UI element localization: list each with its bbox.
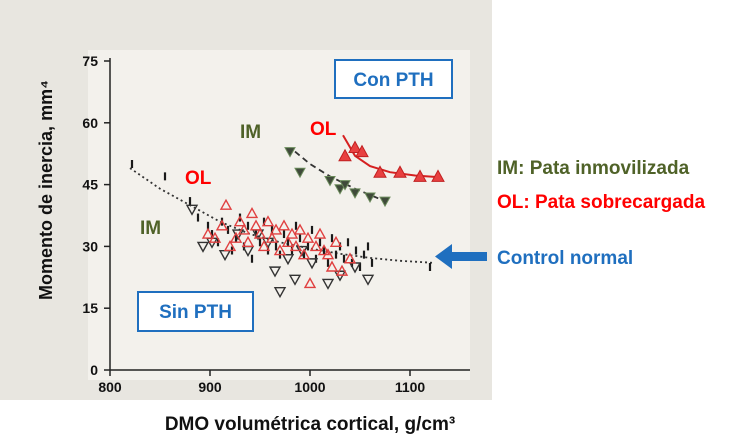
y-tick-label: 75 bbox=[82, 53, 98, 69]
point-im-con-pth bbox=[294, 167, 306, 179]
point-im-sin-pth bbox=[268, 266, 282, 278]
legend-im-text: IM: Pata inmovilizada bbox=[497, 158, 690, 179]
ol-lower-label: OL bbox=[185, 168, 212, 189]
point-ol-sin-pth bbox=[237, 223, 251, 235]
point-ol-sin-pth bbox=[257, 239, 271, 252]
point-ol-sin-pth bbox=[335, 264, 349, 276]
point-ol-con-pth bbox=[373, 165, 387, 178]
point-im-con-pth bbox=[349, 188, 361, 199]
point-ol-con-pth bbox=[413, 169, 427, 182]
point-ol-sin-pth bbox=[293, 223, 307, 235]
point-ol-sin-pth bbox=[297, 248, 311, 260]
point-ol-sin-pth bbox=[281, 235, 295, 247]
point-im-sin-pth bbox=[288, 274, 302, 286]
point-ol-sin-pth bbox=[215, 219, 229, 231]
point-im-con-pth bbox=[334, 184, 346, 195]
x-tick-label: 800 bbox=[98, 379, 122, 395]
point-im-sin-pth bbox=[281, 254, 295, 266]
point-ol-sin-pth bbox=[313, 227, 327, 239]
con-pth-label: Con PTH bbox=[353, 70, 433, 91]
point-ol-sin-pth bbox=[325, 260, 339, 272]
point-im-con-pth bbox=[324, 175, 336, 187]
control-normal-label: Control normal bbox=[497, 248, 633, 269]
point-ol-sin-pth bbox=[253, 227, 267, 239]
point-ol-sin-pth bbox=[208, 231, 222, 243]
point-im-con-pth bbox=[339, 180, 351, 191]
point-ol-sin-pth bbox=[265, 231, 279, 243]
x-axis-label: DMO volumétrica cortical, g/cm³ bbox=[165, 414, 455, 435]
point-ol-sin-pth bbox=[277, 219, 291, 231]
y-tick-label: 0 bbox=[90, 362, 98, 378]
point-ol-sin-pth bbox=[223, 239, 237, 252]
point-im-sin-pth bbox=[196, 241, 210, 253]
point-ol-con-pth bbox=[393, 165, 407, 178]
point-ol-sin-pth bbox=[329, 235, 343, 247]
point-ol-sin-pth bbox=[301, 231, 315, 243]
point-im-sin-pth bbox=[361, 274, 375, 286]
point-ol-sin-pth bbox=[249, 219, 263, 231]
point-ol-sin-pth bbox=[241, 235, 255, 247]
point-im-con-pth bbox=[284, 147, 296, 158]
point-im-sin-pth bbox=[305, 258, 319, 270]
y-tick-label: 60 bbox=[82, 115, 98, 131]
point-ol-sin-pth bbox=[321, 248, 335, 260]
y-axis-label: Momento de inercia, mm⁴ bbox=[36, 80, 56, 300]
point-ol-sin-pth bbox=[343, 252, 357, 264]
point-im-sin-pth bbox=[273, 287, 287, 299]
point-ol-sin-pth bbox=[309, 239, 323, 252]
con-pth-box bbox=[334, 59, 453, 99]
sin-pth-box bbox=[137, 291, 254, 332]
point-ol-sin-pth bbox=[201, 227, 215, 239]
point-ol-sin-pth bbox=[303, 277, 317, 289]
point-im-sin-pth bbox=[185, 204, 199, 216]
x-tick-label: 1100 bbox=[395, 379, 426, 395]
x-tick-label: 1000 bbox=[294, 379, 325, 395]
im-lower-label: IM bbox=[140, 218, 161, 239]
point-ol-sin-pth bbox=[233, 215, 247, 227]
point-ol-sin-pth bbox=[261, 215, 275, 227]
sin-pth-label: Sin PTH bbox=[159, 302, 232, 323]
point-ol-sin-pth bbox=[317, 244, 331, 256]
point-im-con-pth bbox=[364, 192, 376, 203]
point-im-con-pth bbox=[379, 196, 391, 208]
y-tick-label: 15 bbox=[82, 300, 98, 316]
point-ol-con-pth bbox=[431, 169, 445, 182]
x-tick-label: 900 bbox=[198, 379, 222, 395]
point-ol-con-pth bbox=[338, 148, 352, 162]
point-ol-sin-pth bbox=[289, 239, 303, 252]
im-upper-label: IM bbox=[240, 122, 261, 143]
y-tick-label: 30 bbox=[82, 238, 98, 254]
point-ol-sin-pth bbox=[219, 198, 233, 210]
legend-ol-text: OL: Pata sobrecargada bbox=[497, 192, 705, 213]
point-ol-con-pth bbox=[348, 140, 362, 154]
point-ol-sin-pth bbox=[229, 231, 243, 243]
point-im-sin-pth bbox=[321, 278, 335, 290]
point-ol-sin-pth bbox=[273, 244, 287, 256]
point-ol-con-pth bbox=[355, 144, 369, 158]
point-ol-sin-pth bbox=[245, 206, 259, 219]
ol-upper-label: OL bbox=[310, 119, 337, 140]
arrow-left-icon bbox=[435, 244, 487, 269]
y-tick-label: 45 bbox=[82, 177, 98, 193]
